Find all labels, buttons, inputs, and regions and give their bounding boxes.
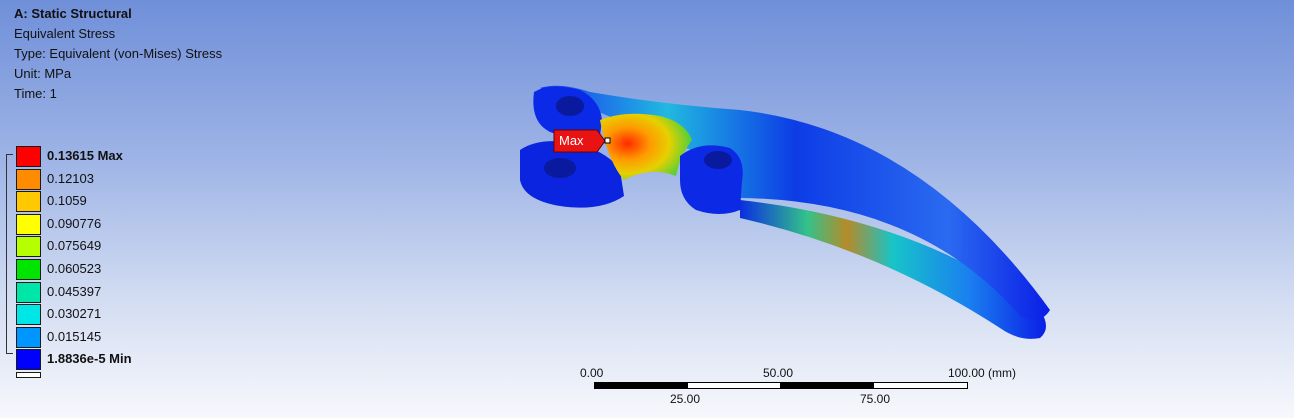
max-probe-marker — [604, 137, 611, 144]
legend-swatch-3 — [16, 213, 41, 235]
model-hole-upper — [556, 96, 584, 116]
legend-swatch-6 — [16, 281, 41, 303]
max-probe-label: Max — [559, 133, 584, 148]
scale-label-75: 75.00 — [860, 392, 891, 406]
scale-segment-1 — [594, 382, 688, 389]
legend-label-7: 0.030271 — [47, 306, 102, 322]
legend-swatch-2 — [16, 191, 41, 213]
legend-swatch-cap — [16, 372, 41, 378]
legend-label-0: 0.13615 Max — [47, 148, 123, 163]
legend-swatch-7 — [16, 304, 41, 326]
legend-label-4: 0.075649 — [47, 238, 102, 254]
model-hole-lower — [544, 158, 576, 178]
model-arm-top — [540, 85, 1050, 320]
scale-label-0: 0.00 — [580, 366, 604, 380]
legend-swatch-5 — [16, 259, 41, 280]
max-probe-tag[interactable] — [553, 129, 613, 153]
legend-swatch-9 — [16, 349, 41, 371]
legend-label-1: 0.12103 — [47, 170, 94, 186]
legend-label-2: 0.1059 — [47, 193, 87, 209]
scale-segment-2 — [687, 382, 781, 389]
legend-label-8: 0.015145 — [47, 328, 102, 344]
model-stress-hotspot — [600, 113, 692, 180]
legend-bracket — [6, 154, 13, 354]
legend-label-5: 0.060523 — [47, 261, 102, 276]
legend-label-3: 0.090776 — [47, 215, 102, 231]
legend-label-6: 0.045397 — [47, 283, 102, 299]
result-name: Equivalent Stress — [14, 26, 116, 41]
result-details: A: Static Structural Equivalent Stress T… — [14, 4, 222, 104]
model-hole-hub — [704, 151, 732, 169]
result-time: Time: 1 — [14, 86, 57, 101]
legend-swatch-4 — [16, 236, 41, 258]
model-arm-side — [740, 200, 1046, 339]
analysis-title: A: Static Structural — [14, 6, 132, 21]
max-probe-flag — [553, 129, 606, 153]
scale-segment-4 — [873, 382, 968, 389]
scale-bar: 0.00 50.00 100.00 (mm) 25.00 75.00 — [570, 362, 1050, 418]
legend-label-9: 1.8836e-5 Min — [47, 351, 132, 367]
model-viewport[interactable] — [500, 70, 1060, 350]
max-probe-label-box: Max — [553, 129, 613, 153]
scale-label-100: 100.00 (mm) — [948, 366, 1017, 380]
legend-swatch-0 — [16, 146, 41, 167]
contour-legend[interactable]: 0.13615 Max 0.12103 0.1059 0.090776 0.075649… — [6, 142, 226, 378]
scale-segment-3 — [780, 382, 874, 389]
scale-label-50: 50.00 — [763, 366, 794, 380]
result-unit: Unit: MPa — [14, 66, 72, 81]
legend-swatch-8 — [16, 326, 41, 348]
legend-swatch-1 — [16, 168, 41, 190]
result-type: Type: Equivalent (von-Mises) Stress — [14, 46, 223, 61]
scale-label-25: 25.00 — [670, 392, 701, 406]
